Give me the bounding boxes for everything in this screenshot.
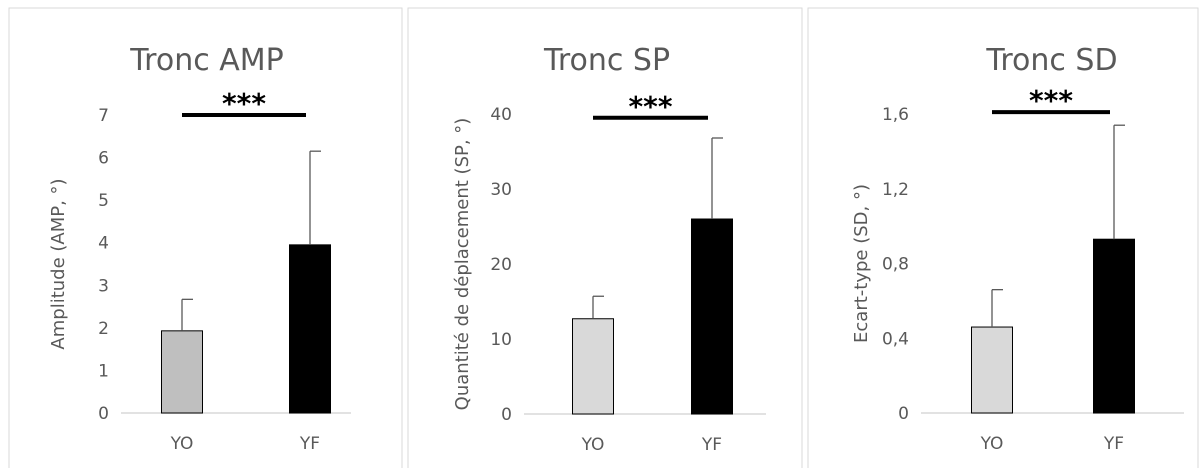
bar-yo xyxy=(161,330,203,414)
significance-label: *** xyxy=(629,90,673,123)
bar-yo xyxy=(572,318,614,415)
y-tick-label: 5 xyxy=(98,191,109,211)
y-axis-title: Amplitude (AMP, °) xyxy=(48,178,69,349)
y-axis-title: Ecart-type (SD, °) xyxy=(851,184,872,343)
y-tick-label: 30 xyxy=(490,180,512,200)
significance-label: *** xyxy=(222,87,266,120)
chart-title: Tronc AMP xyxy=(129,43,284,78)
bar-yf xyxy=(691,218,733,415)
y-axis-title: Quantité de déplacement (SP, °) xyxy=(452,118,473,411)
y-tick-label: 1,2 xyxy=(882,180,909,200)
x-tick-label: YO xyxy=(581,435,605,455)
x-tick-label: YF xyxy=(1103,434,1124,454)
chart-panel-1: Tronc AMP Amplitude (AMP, °) 0 1 2 3 4 5 6 7 YO YF *… xyxy=(8,7,403,468)
y-tick-label: 2 xyxy=(98,319,109,339)
y-tick-label: 20 xyxy=(490,255,512,275)
chart-title: Tronc SP xyxy=(543,43,670,78)
y-tick-label: 0 xyxy=(98,404,109,424)
y-tick-label: 40 xyxy=(490,105,512,125)
x-tick-label: YF xyxy=(701,435,722,455)
bar-yf xyxy=(1093,238,1135,414)
y-tick-label: 0,4 xyxy=(882,329,909,349)
y-tick-label: 1 xyxy=(98,361,109,381)
x-tick-label: YO xyxy=(170,434,194,454)
y-tick-label: 10 xyxy=(490,330,512,350)
chart-panel-2: Tronc SP Quantité de déplacement (SP, °) 0… xyxy=(407,7,803,468)
y-tick-label: 7 xyxy=(98,106,109,126)
bar-yo xyxy=(971,326,1013,414)
x-tick-label: YO xyxy=(980,434,1004,454)
y-tick-label: 6 xyxy=(98,149,109,169)
y-tick-label: 0,8 xyxy=(882,255,909,275)
chart-title: Tronc SD xyxy=(985,43,1117,78)
y-tick-label: 1,6 xyxy=(882,105,909,125)
y-tick-label: 0 xyxy=(501,405,512,425)
y-tick-label: 0 xyxy=(898,404,909,424)
y-tick-label: 4 xyxy=(98,234,109,254)
chart-border xyxy=(8,7,403,468)
y-tick-label: 3 xyxy=(98,276,109,296)
bar-yf xyxy=(289,244,331,414)
chart-panel-3: Tronc SD Ecart-type (SD, °) 0 0,4 0,8 1,2 1,6 Y… xyxy=(807,7,1199,468)
x-tick-label: YF xyxy=(299,434,320,454)
significance-label: *** xyxy=(1029,84,1073,117)
